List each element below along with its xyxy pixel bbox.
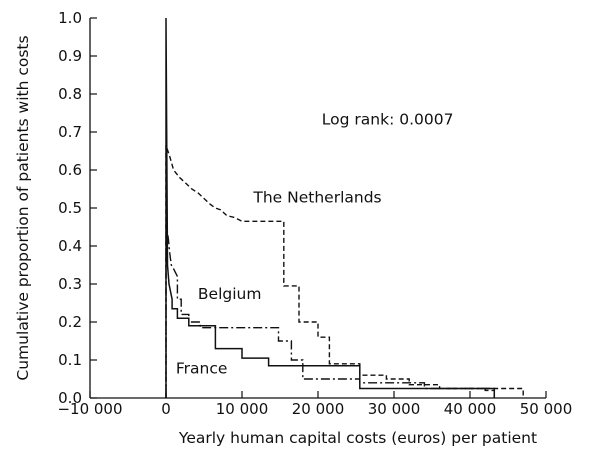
y-tick-label: 0.3 xyxy=(58,275,82,293)
x-axis-title: Yearly human capital costs (euros) per p… xyxy=(178,429,537,447)
y-tick-label: 0.5 xyxy=(58,199,82,217)
x-tick-label: 10 000 xyxy=(216,400,269,418)
y-tick-label: 0.1 xyxy=(58,351,82,369)
x-tick-label: 50 000 xyxy=(520,400,573,418)
series-line-dash-dot xyxy=(165,223,495,398)
y-tick-label: 1.0 xyxy=(58,9,82,27)
y-tick-label: 0.6 xyxy=(58,161,82,179)
annotation-label: Log rank: 0.0007 xyxy=(322,110,454,128)
annotation-label: Belgium xyxy=(198,285,262,303)
y-tick-label: 0.0 xyxy=(58,389,82,407)
series-line-solid xyxy=(165,17,496,398)
y-ticks: 0.0 0.1 0.2 0.3 0.4 0.5 0.6 0.7 0.8 0.9 1.0 xyxy=(58,9,97,407)
x-tick-label: 30 000 xyxy=(368,400,421,418)
y-tick-label: 0.4 xyxy=(58,237,82,255)
y-axis: 0.0 0.1 0.2 0.3 0.4 0.5 0.6 0.7 0.8 0.9 1.0 xyxy=(58,9,97,407)
y-axis-title: Cumulative proportion of patients with c… xyxy=(14,35,32,380)
y-tick-label: 0.2 xyxy=(58,313,82,331)
x-tick-label: 40 000 xyxy=(444,400,497,418)
y-tick-label: 0.9 xyxy=(58,47,82,65)
annotation-label: The Netherlands xyxy=(252,188,381,206)
x-ticks: −10 000 0 10 000 20 000 30 000 40 000 50 000 xyxy=(57,391,572,418)
x-tick-label: 20 000 xyxy=(292,400,345,418)
series-line-dashed xyxy=(165,145,524,398)
y-tick-label: 0.7 xyxy=(58,123,82,141)
y-tick-label: 0.8 xyxy=(58,85,82,103)
annotations: Log rank: 0.0007 The Netherlands Belgium Fr… xyxy=(176,110,454,377)
annotation-label: France xyxy=(176,359,228,377)
x-tick-label: 0 xyxy=(161,400,171,418)
x-tick-label: −10 000 xyxy=(57,400,122,418)
series-layer xyxy=(165,17,524,398)
